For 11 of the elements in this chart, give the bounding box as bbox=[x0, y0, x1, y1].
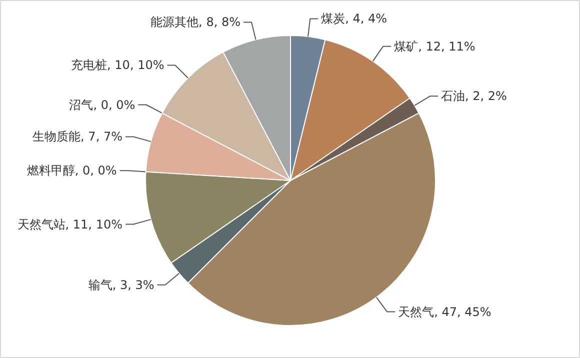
legend-label: 燃料甲醇, 0, 0% bbox=[26, 164, 117, 178]
slice-label: 天然气站, 11, 10% bbox=[17, 217, 122, 232]
slice-label: 生物质能, 7, 7% bbox=[32, 130, 122, 144]
slice-label: 石油, 2, 2% bbox=[440, 89, 507, 104]
slice-label: 煤矿, 12, 11% bbox=[394, 39, 476, 54]
slice-label: 充电桩, 10, 10% bbox=[71, 58, 164, 72]
slice-label: 煤炭, 4, 4% bbox=[321, 12, 388, 26]
legend-label: 沼气, 0, 0% bbox=[69, 98, 136, 112]
slice-label: 天然气, 47, 45% bbox=[398, 304, 492, 319]
slice-label: 输气, 3, 3% bbox=[88, 278, 154, 292]
slice-label: 能源其他, 8, 8% bbox=[150, 15, 240, 30]
